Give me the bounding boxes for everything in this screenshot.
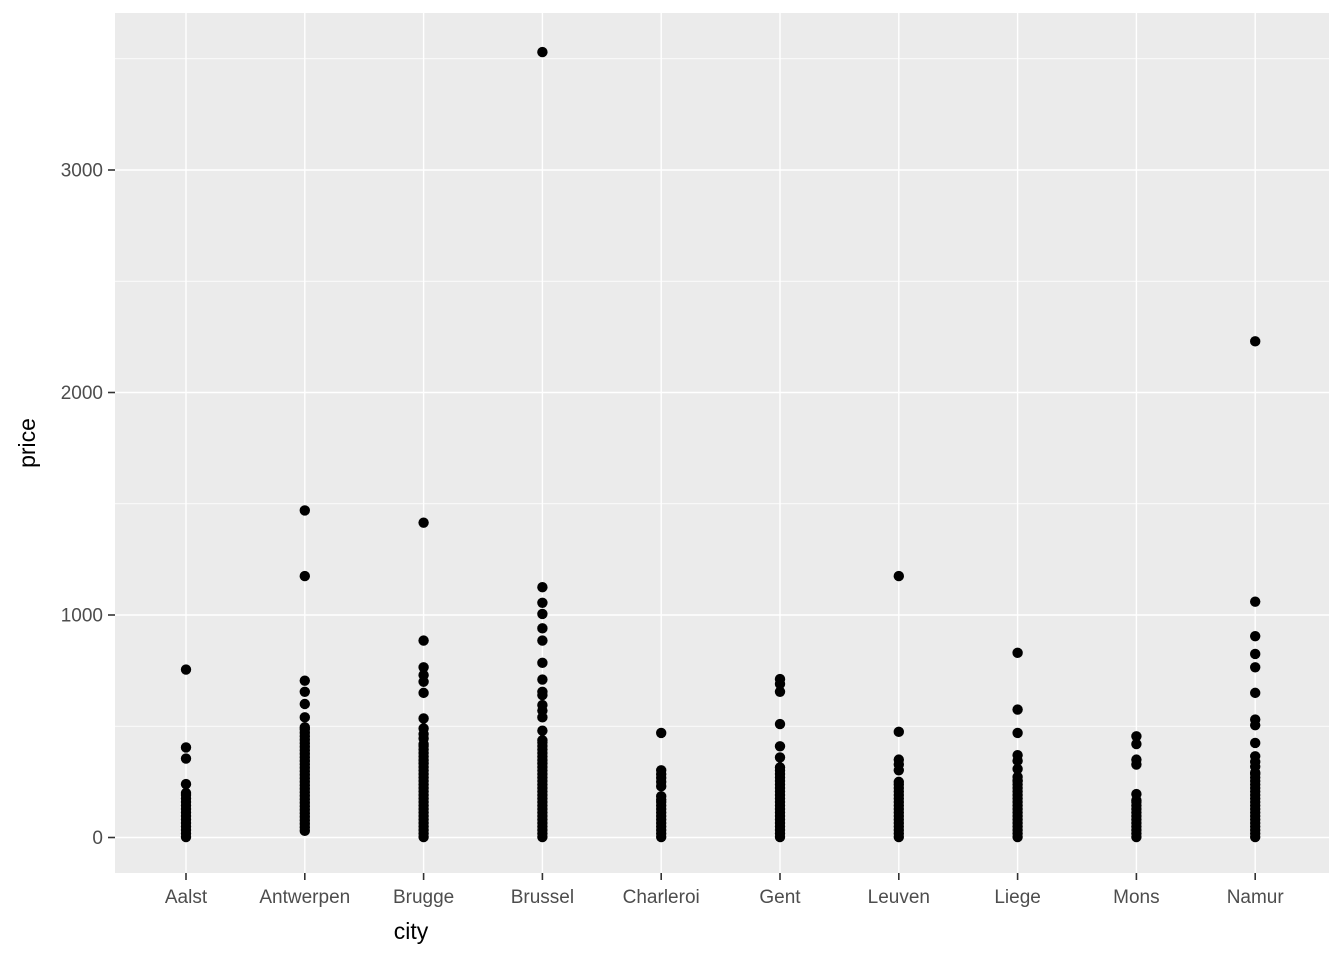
data-point <box>299 712 310 723</box>
data-point <box>1250 751 1261 762</box>
data-point <box>774 718 786 730</box>
x-axis-title-text: city <box>393 918 429 944</box>
data-point <box>418 723 429 734</box>
data-point <box>418 669 429 681</box>
data-point <box>180 753 192 764</box>
data-point <box>1250 662 1261 673</box>
data-point <box>299 505 310 516</box>
data-point <box>1250 336 1261 347</box>
data-point <box>1012 727 1023 739</box>
data-point <box>418 635 429 646</box>
data-point <box>299 722 310 733</box>
data-point <box>418 713 429 724</box>
data-point <box>1012 704 1023 715</box>
data-point <box>418 517 429 528</box>
x-tick-label: Aalst <box>165 887 208 908</box>
y-tick-label: 0 <box>92 828 103 849</box>
data-point <box>1250 630 1261 642</box>
data-point <box>1250 687 1261 699</box>
data-point <box>1250 648 1261 660</box>
y-axis-title: price <box>14 418 40 468</box>
data-point <box>537 623 548 634</box>
data-point <box>1131 738 1142 750</box>
data-point <box>418 687 429 699</box>
data-point <box>537 674 548 685</box>
data-point <box>1012 647 1023 659</box>
data-point <box>1131 754 1142 765</box>
data-point <box>1012 749 1023 761</box>
data-point <box>1131 731 1142 742</box>
data-point <box>537 581 548 593</box>
data-point <box>537 635 548 646</box>
x-tick-label: Brugge <box>393 887 454 908</box>
data-point <box>774 686 786 697</box>
data-point <box>1012 771 1023 783</box>
data-point <box>418 662 429 673</box>
data-point <box>299 675 310 686</box>
data-point <box>893 776 904 788</box>
data-point <box>537 699 548 711</box>
data-point <box>180 742 192 753</box>
data-point <box>299 698 310 710</box>
data-point <box>774 741 786 752</box>
data-point <box>537 725 548 736</box>
x-tick-label: Antwerpen <box>259 887 350 908</box>
data-point <box>180 778 192 790</box>
x-tick-label: Liege <box>994 887 1041 908</box>
data-point <box>656 791 667 802</box>
data-point <box>774 752 786 763</box>
data-point <box>656 765 667 776</box>
x-axis-title: city <box>0 920 1133 943</box>
data-point <box>180 787 192 799</box>
y-tick-label: 1000 <box>61 606 103 627</box>
x-tick-label: Namur <box>1227 887 1285 908</box>
data-point <box>537 46 548 58</box>
x-tick-label: Charleroi <box>623 887 700 908</box>
data-point <box>774 762 786 773</box>
data-point <box>1131 788 1142 800</box>
data-point <box>893 570 904 582</box>
data-point <box>537 597 548 608</box>
x-tick-label: Gent <box>759 887 801 908</box>
y-tick-label: 2000 <box>61 383 103 404</box>
data-point <box>1250 596 1261 607</box>
x-tick-label: Mons <box>1113 887 1159 908</box>
data-point <box>1250 737 1261 749</box>
data-point <box>774 673 786 685</box>
data-point <box>1012 763 1023 775</box>
data-point <box>656 727 667 739</box>
x-tick-label: Brussel <box>511 887 574 908</box>
data-point <box>537 686 548 697</box>
data-point <box>537 657 548 669</box>
data-point <box>893 726 904 738</box>
data-point <box>893 754 904 765</box>
data-point <box>1250 714 1261 725</box>
plot-panel <box>115 13 1329 873</box>
y-axis-title-text: price <box>14 418 40 468</box>
data-point <box>537 735 548 746</box>
data-point <box>180 664 192 675</box>
data-point <box>299 686 310 697</box>
y-tick-label: 3000 <box>61 161 103 182</box>
data-point <box>537 608 548 620</box>
x-tick-label: Leuven <box>868 887 930 908</box>
data-point <box>299 570 310 582</box>
